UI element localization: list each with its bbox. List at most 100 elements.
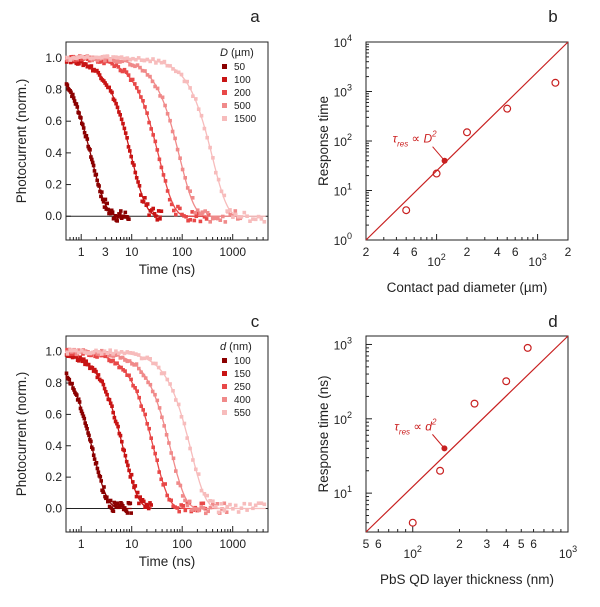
data-point [80,359,85,364]
x-tick-label: 4 [494,245,501,259]
data-point [161,483,165,487]
data-point [87,433,91,438]
data-point [80,411,85,416]
data-point [118,68,123,73]
data-point [199,113,204,118]
data-point [69,352,73,356]
data-point [113,419,118,424]
data-point [75,393,79,397]
data-point [182,421,187,426]
data-point [73,58,77,63]
data-point [109,353,113,358]
data-point [115,219,119,223]
data-point [148,59,152,64]
data-point [91,453,96,457]
data-point [158,217,162,221]
data-point [95,375,100,380]
data-point [145,202,150,206]
data-point [96,373,101,377]
data-point [128,351,132,355]
data-point [71,92,75,97]
x-axis-title: PbS QD layer thickness (nm) [380,572,554,587]
data-point [103,197,108,202]
y-decade-label: 101 [334,182,352,199]
data-point [253,503,258,508]
data-point [89,439,93,444]
data-point [123,453,128,458]
data-point [122,56,127,61]
data-point [206,509,210,514]
data-point [188,189,192,193]
data-point [88,351,92,356]
data-point [145,57,150,62]
data-point [194,467,198,472]
data-point [119,350,124,354]
data-point [202,215,207,219]
fit-line [365,41,569,241]
data-point [151,133,155,137]
data-point [142,499,146,504]
series-100 [64,371,133,515]
data-point [74,348,78,353]
data-point [119,209,123,213]
data-point [110,404,114,408]
legend-label: 100 [234,75,251,86]
data-point [129,377,133,382]
data-point [174,469,178,473]
data-point [96,470,101,474]
data-point [523,343,532,352]
data-point [160,95,165,100]
data-point [82,350,87,355]
data-point [143,376,148,380]
data-point [180,212,184,217]
data-point [187,499,192,504]
panel-letter: c [251,312,260,331]
data-point [134,352,138,356]
legend-marker [222,397,227,402]
data-point [191,94,195,98]
data-point [82,130,87,135]
data-point [84,134,89,138]
data-point [111,509,116,513]
data-point [95,355,99,359]
data-point [74,352,79,356]
data-point [145,73,150,77]
data-point [79,116,83,120]
data-point [169,451,173,455]
x-tick-label: 3 [102,245,109,259]
data-point [168,382,172,386]
data-point [98,475,103,479]
data-point [74,56,78,60]
data-point [262,502,267,507]
data-point [147,120,151,125]
data-point [100,348,104,353]
data-point [225,209,229,213]
data-point [125,350,130,354]
data-point [188,218,192,222]
data-point [94,172,99,177]
data-point [116,65,121,69]
data-point [107,353,111,358]
data-point [134,494,139,499]
x-decade-label: 102 [427,252,445,269]
data-point [99,194,103,199]
data-point [178,206,182,211]
y-tick-label: 0.4 [45,439,62,453]
data-point [463,128,472,137]
data-point [65,58,70,62]
data-point [139,193,143,197]
data-point [94,461,99,465]
data-point [111,55,115,59]
data-point [149,127,153,131]
data-point [130,362,134,366]
data-point [94,348,98,353]
data-point [151,445,155,450]
data-point [245,214,249,218]
data-point [179,415,184,419]
data-point [148,501,152,505]
data-point [105,351,110,355]
data-point [79,54,84,59]
data-point [128,78,133,82]
